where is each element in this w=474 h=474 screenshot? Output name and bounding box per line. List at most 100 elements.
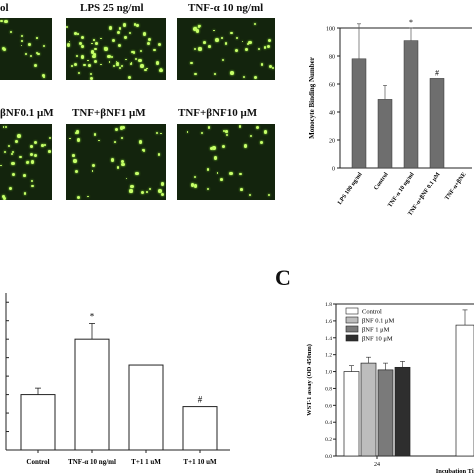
- cell-spot: [3, 150, 6, 153]
- cell-spot: [146, 41, 150, 45]
- cell-spot: [145, 67, 148, 70]
- bar: [455, 324, 474, 457]
- bar: [351, 58, 367, 169]
- cell-spot: [100, 63, 102, 66]
- cell-spot: [21, 39, 24, 42]
- cell-spot: [116, 63, 119, 67]
- cell-spot: [240, 188, 243, 191]
- cell-spot: [107, 54, 111, 59]
- micrograph-label-1: ol: [0, 2, 9, 14]
- cell-spot: [93, 39, 95, 41]
- cell-spot: [115, 127, 119, 131]
- cell-spot: [132, 51, 136, 54]
- y-tick-label: 0: [332, 167, 335, 173]
- cell-spot: [100, 37, 102, 40]
- cell-spot: [212, 146, 216, 150]
- cell-spot: [116, 166, 120, 169]
- cell-spot: [23, 174, 27, 177]
- cell-spot: [213, 29, 215, 32]
- y-tick-label: 1.4: [325, 336, 332, 342]
- cell-spot: [73, 159, 77, 163]
- legend-label: βNF 0.1 μM: [362, 318, 394, 325]
- cell-spot: [43, 45, 46, 48]
- cell-spot: [225, 133, 228, 137]
- legend-label: βNF 10 μM: [362, 336, 393, 343]
- cell-spot: [155, 61, 159, 65]
- cell-spot: [69, 137, 72, 140]
- cell-spot: [89, 72, 92, 75]
- x-tick-label: LPS 100 ng/ml: [337, 171, 364, 206]
- cell-spot: [81, 46, 84, 49]
- cell-spot: [103, 47, 106, 50]
- significance-mark: *: [409, 18, 413, 27]
- cell-spot: [3, 47, 7, 51]
- cell-spot: [118, 66, 121, 69]
- micrograph-bnf01: [0, 124, 52, 200]
- y-tick-label: 0.6: [325, 403, 332, 409]
- cell-spot: [243, 76, 246, 79]
- cell-spot: [72, 154, 75, 157]
- bar: [128, 364, 164, 451]
- cell-spot: [203, 41, 206, 44]
- cell-spot: [116, 30, 121, 35]
- cell-spot: [48, 150, 51, 153]
- cell-spot: [133, 23, 137, 26]
- panel-c-letter: C: [275, 265, 291, 290]
- y-tick-label: 0.0: [325, 454, 332, 460]
- bar: [20, 394, 56, 451]
- bar: [360, 362, 377, 457]
- cell-spot: [90, 42, 93, 45]
- cell-spot: [104, 47, 108, 51]
- cell-spot: [124, 36, 127, 39]
- cell-spot: [21, 35, 24, 38]
- micrograph-tnf-bnf10: [177, 124, 275, 200]
- cell-spot: [112, 39, 116, 43]
- cell-spot: [139, 49, 143, 53]
- cell-spot: [158, 43, 162, 47]
- cell-spot: [142, 32, 147, 36]
- cell-spot: [140, 191, 145, 195]
- cell-spot: [224, 42, 228, 46]
- cell-spot: [253, 76, 257, 80]
- cell-spot: [263, 130, 268, 134]
- cell-spot: [267, 194, 270, 197]
- cell-spot: [31, 180, 34, 183]
- cell-spot: [36, 51, 39, 54]
- cell-spot: [238, 124, 242, 128]
- y-tick-label: 80: [329, 55, 335, 61]
- cell-spot: [136, 24, 139, 27]
- cell-spot: [250, 135, 253, 138]
- x-tick-label: T+1 10 uM: [183, 458, 217, 466]
- cell-spot: [248, 193, 252, 196]
- cell-spot: [77, 33, 79, 36]
- cell-spot: [144, 69, 147, 72]
- cell-spot: [8, 186, 12, 191]
- cell-spot: [2, 196, 7, 200]
- cell-spot: [140, 64, 144, 68]
- cell-spot: [125, 177, 128, 180]
- cell-spot: [83, 63, 86, 66]
- cell-spot: [193, 175, 196, 178]
- monocyte-binding-chart: 0 20 40 60 80 100 Monocyte Binding Number LPS 1…: [308, 18, 472, 217]
- cell-spot: [221, 37, 223, 39]
- cell-spot: [90, 76, 94, 80]
- bar: [182, 406, 218, 451]
- cell-spot: [110, 55, 113, 58]
- cell-spot: [14, 140, 18, 144]
- cell-spot: [27, 161, 30, 164]
- cell-spot: [157, 153, 161, 156]
- significance-mark: #: [198, 395, 203, 405]
- y-tick-label: 1.2: [325, 353, 332, 359]
- cell-spot: [108, 26, 113, 30]
- cell-spot: [193, 47, 196, 50]
- cell-spot: [266, 44, 270, 48]
- cell-spot: [256, 125, 260, 129]
- bar: [377, 369, 394, 457]
- cell-spot: [135, 57, 138, 60]
- cell-spot: [230, 31, 233, 35]
- x-tick-label: 24: [374, 462, 380, 468]
- cell-spot: [209, 147, 213, 151]
- cell-spot: [138, 140, 143, 145]
- micrograph-label-3: TNF-α 10 ng/ml: [188, 2, 264, 14]
- cell-spot: [113, 141, 116, 144]
